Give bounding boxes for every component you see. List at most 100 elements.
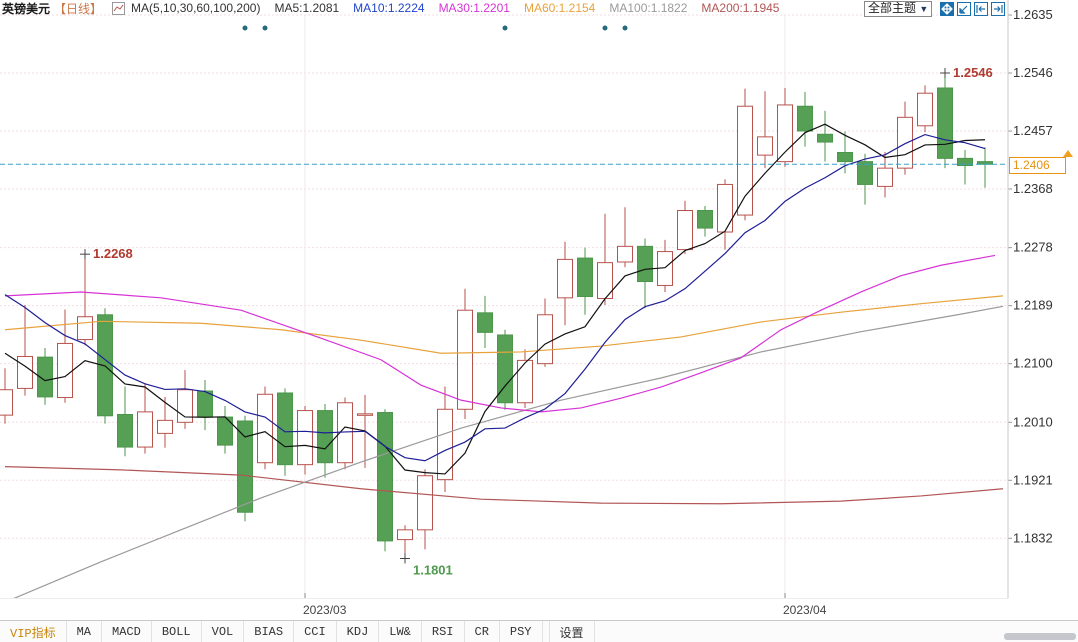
candle-down [477, 312, 493, 333]
theme-dropdown-label: 全部主题 [868, 1, 917, 15]
candle-down [117, 413, 133, 448]
candle-down [377, 412, 393, 542]
candle-down [837, 152, 853, 163]
price-tick-label: 1.2635 [1013, 7, 1053, 22]
candle-down [237, 420, 253, 513]
candle-up [777, 104, 793, 163]
indicator-button-cr[interactable]: CR [464, 621, 500, 642]
price-tick-label: 1.1921 [1013, 472, 1053, 487]
event-dot [242, 25, 248, 31]
candle-down [697, 210, 713, 229]
indicator-button-rsi[interactable]: RSI [421, 621, 465, 642]
ma-line-ma5 [4, 123, 986, 475]
candle-down [937, 87, 953, 159]
price-tick-label: 1.2278 [1013, 240, 1053, 255]
price-tick-label: 1.2457 [1013, 123, 1053, 138]
candle-up [437, 408, 453, 481]
candle-up [157, 419, 173, 434]
candle-up [457, 309, 473, 410]
ma-legend-ma30: MA30:1.2201 [438, 1, 510, 15]
candle-up [757, 136, 773, 156]
candle-up [397, 529, 413, 541]
candle-up [517, 359, 533, 404]
price-tick-label: 1.2368 [1013, 181, 1053, 196]
indicator-toolbar: VIP指标 MA MACD BOLL VOL BIAS CCI KDJ LW& RSI CR PSY 设… [0, 620, 1078, 642]
candle-down [277, 392, 293, 466]
candle-down [637, 245, 653, 283]
chart-header: 英镑美元 【日线】 MA(5,10,30,60,100,200) MA5:1.2… [2, 0, 779, 16]
price-up-arrow-icon [1063, 150, 1073, 157]
indicator-button-bias[interactable]: BIAS [244, 621, 295, 642]
ma-line-ma100 [13, 305, 1004, 598]
ma-params-label: MA(5,10,30,60,100,200) [131, 1, 261, 15]
pan-icon[interactable] [940, 2, 955, 16]
candle-up [77, 316, 93, 341]
event-dot [502, 25, 508, 31]
shift-left-icon[interactable] [974, 2, 989, 16]
chevron-down-icon: ▼ [919, 4, 929, 14]
candle-down [197, 390, 213, 418]
candle-down [857, 161, 873, 185]
ma-line-ma200 [4, 466, 1004, 505]
chart-toolbar [940, 2, 1006, 16]
date-tick-label: 2023/03 [303, 603, 347, 617]
price-tick-label: 1.2010 [1013, 414, 1053, 429]
candle-down [957, 157, 973, 167]
event-dot [602, 25, 608, 31]
candle-up [617, 245, 633, 263]
candle-up [257, 393, 273, 464]
price-tick-label: 1.2100 [1013, 356, 1053, 371]
theme-dropdown[interactable]: 全部主题 ▼ [864, 1, 933, 17]
low-price-label: 1.1801 [413, 563, 453, 578]
horizontal-scrollbar[interactable] [1004, 633, 1076, 640]
candle-down [37, 356, 53, 398]
zoom-reset-icon[interactable] [957, 2, 972, 16]
candle-up [677, 210, 693, 251]
candle-down [317, 410, 333, 464]
price-tick-label: 1.2546 [1013, 65, 1053, 80]
indicator-button-lw[interactable]: LW& [379, 621, 422, 642]
candle-up [877, 167, 893, 187]
candlestick-chart[interactable]: 1.2635 1.2546 1.2457 1.2368 1.2278 1.2189 1.21… [0, 0, 1078, 598]
ma-line-ma10 [4, 133, 986, 462]
candle-up [417, 475, 433, 531]
shift-right-icon[interactable] [991, 2, 1006, 16]
candle-up [137, 411, 153, 448]
candle-up [717, 183, 733, 233]
indicator-button-psy[interactable]: PSY [499, 621, 543, 642]
candle-up [917, 92, 933, 127]
candle-up [357, 413, 373, 416]
indicator-button-macd[interactable]: MACD [102, 621, 152, 642]
high-price-label: 1.2546 [953, 65, 993, 80]
indicator-button-vol[interactable]: VOL [201, 621, 245, 642]
ma-legend-ma5: MA5:1.2081 [274, 1, 340, 15]
candle-down [577, 257, 593, 298]
candle-up [17, 355, 33, 389]
ma-line-ma60 [4, 295, 1004, 354]
indicator-button-boll[interactable]: BOLL [151, 621, 202, 642]
kline-chart-icon [112, 1, 126, 15]
price-tick-label: 1.2189 [1013, 298, 1053, 313]
current-price-tag: 1.2406 [1009, 157, 1066, 174]
candle-up [557, 258, 573, 299]
indicator-button-vip[interactable]: VIP指标 [0, 621, 67, 642]
ma-legend: MA5:1.2081 MA10:1.2224 MA30:1.2201 MA60:1.2… [260, 1, 779, 15]
indicator-button-[interactable]: 设置 [548, 621, 595, 642]
date-tick-label: 2023/04 [783, 603, 827, 617]
indicator-button-kdj[interactable]: KDJ [336, 621, 380, 642]
event-dot [262, 25, 268, 31]
indicator-button-cci[interactable]: CCI [294, 621, 337, 642]
ma-legend-ma200: MA200:1.1945 [701, 1, 780, 15]
candle-up [0, 389, 13, 416]
indicator-button-ma[interactable]: MA [66, 621, 103, 642]
ma-legend-ma10: MA10:1.2224 [353, 1, 425, 15]
candle-up [897, 116, 913, 169]
price-tick-label: 1.1832 [1013, 530, 1053, 545]
high-price-label: 1.2268 [93, 246, 133, 261]
chart-controls: 全部主题 ▼ [864, 1, 1006, 17]
date-axis: 2023/03 2023/04 [0, 598, 1008, 621]
ma-legend-ma100: MA100:1.1822 [609, 1, 688, 15]
event-dot [622, 25, 628, 31]
candle-up [297, 410, 313, 466]
